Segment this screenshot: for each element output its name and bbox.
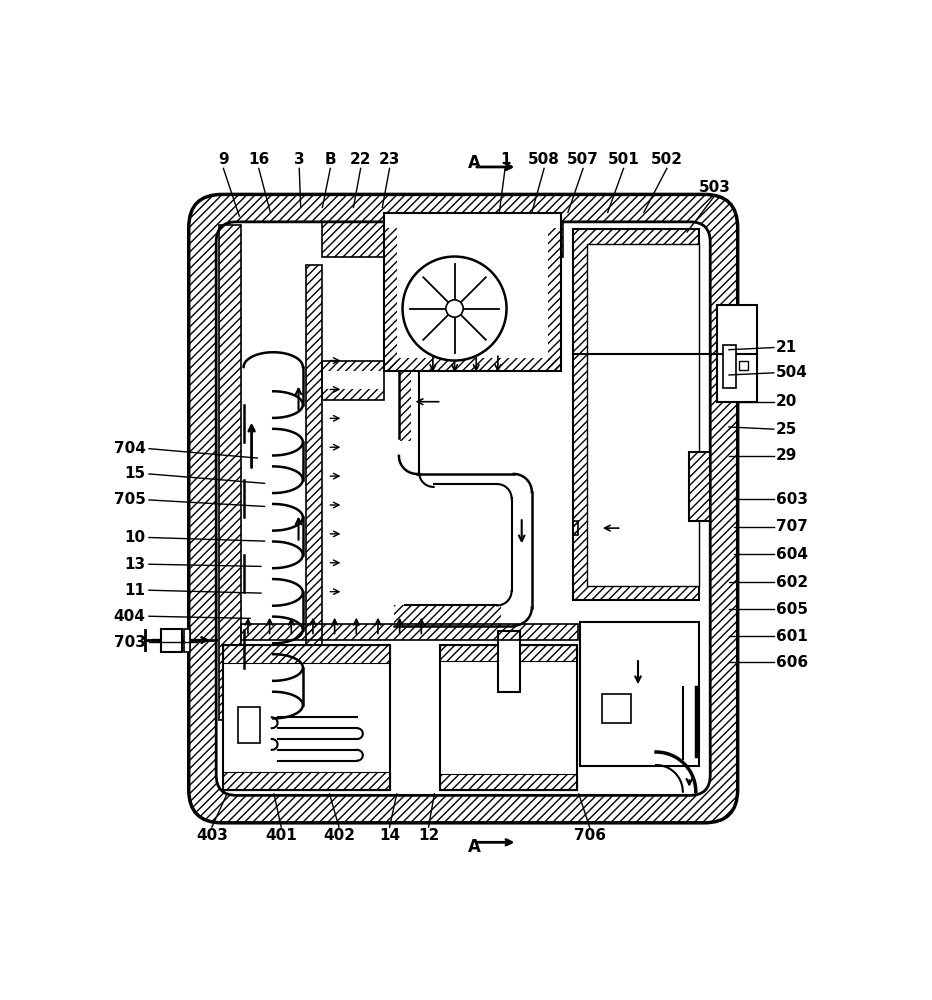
Bar bbox=[440, 645, 577, 661]
Bar bbox=[161, 629, 182, 652]
Bar bbox=[385, 213, 561, 228]
Text: 602: 602 bbox=[776, 575, 808, 590]
Text: B: B bbox=[324, 152, 336, 167]
Bar bbox=[548, 228, 561, 371]
Text: 16: 16 bbox=[248, 152, 269, 167]
Bar bbox=[573, 521, 578, 535]
Text: 20: 20 bbox=[776, 394, 798, 409]
Bar bbox=[440, 774, 577, 790]
Bar bbox=[224, 772, 390, 790]
Text: 9: 9 bbox=[218, 152, 228, 167]
Text: A: A bbox=[468, 838, 481, 856]
Circle shape bbox=[403, 257, 507, 361]
Bar bbox=[322, 222, 563, 257]
Text: 706: 706 bbox=[573, 828, 606, 843]
Bar bbox=[689, 452, 710, 521]
Bar bbox=[385, 358, 561, 371]
Text: 22: 22 bbox=[350, 152, 371, 167]
Bar bbox=[306, 265, 322, 720]
Text: 1: 1 bbox=[500, 152, 511, 167]
Circle shape bbox=[445, 300, 463, 317]
Bar bbox=[322, 361, 385, 371]
Text: 14: 14 bbox=[379, 828, 400, 843]
Text: 504: 504 bbox=[776, 365, 808, 380]
Text: 12: 12 bbox=[418, 828, 439, 843]
Bar bbox=[185, 629, 190, 652]
Bar bbox=[573, 229, 699, 600]
Bar bbox=[498, 631, 519, 692]
Bar bbox=[602, 694, 631, 723]
Text: 15: 15 bbox=[124, 466, 145, 481]
Text: 3: 3 bbox=[294, 152, 305, 167]
Text: 21: 21 bbox=[776, 340, 797, 355]
Text: A: A bbox=[468, 154, 481, 172]
Bar bbox=[322, 361, 385, 400]
Text: 29: 29 bbox=[776, 448, 798, 463]
Bar bbox=[224, 645, 390, 663]
Text: 402: 402 bbox=[323, 828, 355, 843]
Text: 507: 507 bbox=[568, 152, 599, 167]
Text: 604: 604 bbox=[776, 547, 808, 562]
Bar bbox=[240, 624, 578, 640]
Bar bbox=[573, 229, 699, 600]
Bar bbox=[240, 624, 578, 640]
Bar bbox=[440, 645, 577, 790]
Bar bbox=[399, 371, 411, 441]
Text: 25: 25 bbox=[776, 422, 798, 437]
Bar bbox=[581, 622, 699, 766]
Bar bbox=[394, 605, 500, 626]
Bar bbox=[723, 345, 736, 388]
Text: 603: 603 bbox=[776, 492, 808, 507]
Bar bbox=[573, 521, 578, 535]
Text: 601: 601 bbox=[776, 629, 808, 644]
Bar bbox=[440, 774, 577, 790]
Bar bbox=[224, 772, 390, 790]
Text: 707: 707 bbox=[776, 519, 808, 534]
Text: 11: 11 bbox=[124, 583, 145, 598]
Bar bbox=[385, 228, 397, 371]
Bar bbox=[739, 361, 747, 370]
Text: 502: 502 bbox=[651, 152, 683, 167]
Bar bbox=[219, 225, 240, 720]
Bar bbox=[322, 389, 385, 400]
Bar bbox=[385, 213, 561, 371]
Text: 501: 501 bbox=[608, 152, 639, 167]
Bar bbox=[587, 244, 699, 586]
Bar bbox=[224, 645, 390, 790]
Text: 401: 401 bbox=[266, 828, 297, 843]
Text: 704: 704 bbox=[114, 441, 145, 456]
Bar bbox=[306, 265, 322, 720]
Text: 503: 503 bbox=[699, 180, 731, 195]
Text: 703: 703 bbox=[114, 635, 145, 650]
Bar bbox=[718, 305, 757, 402]
Bar bbox=[238, 707, 259, 743]
Bar bbox=[689, 452, 710, 521]
FancyBboxPatch shape bbox=[216, 222, 710, 795]
Bar bbox=[224, 645, 390, 663]
Text: 10: 10 bbox=[124, 530, 145, 545]
Text: 13: 13 bbox=[124, 557, 145, 572]
Text: 705: 705 bbox=[114, 492, 145, 507]
Text: 403: 403 bbox=[196, 828, 227, 843]
Bar bbox=[440, 645, 577, 661]
Text: 508: 508 bbox=[528, 152, 560, 167]
Text: 605: 605 bbox=[776, 602, 808, 617]
Text: 606: 606 bbox=[776, 655, 808, 670]
Bar bbox=[219, 225, 240, 720]
Bar bbox=[322, 222, 563, 257]
Bar bbox=[498, 631, 519, 692]
Text: 23: 23 bbox=[378, 152, 400, 167]
Text: 404: 404 bbox=[114, 609, 145, 624]
